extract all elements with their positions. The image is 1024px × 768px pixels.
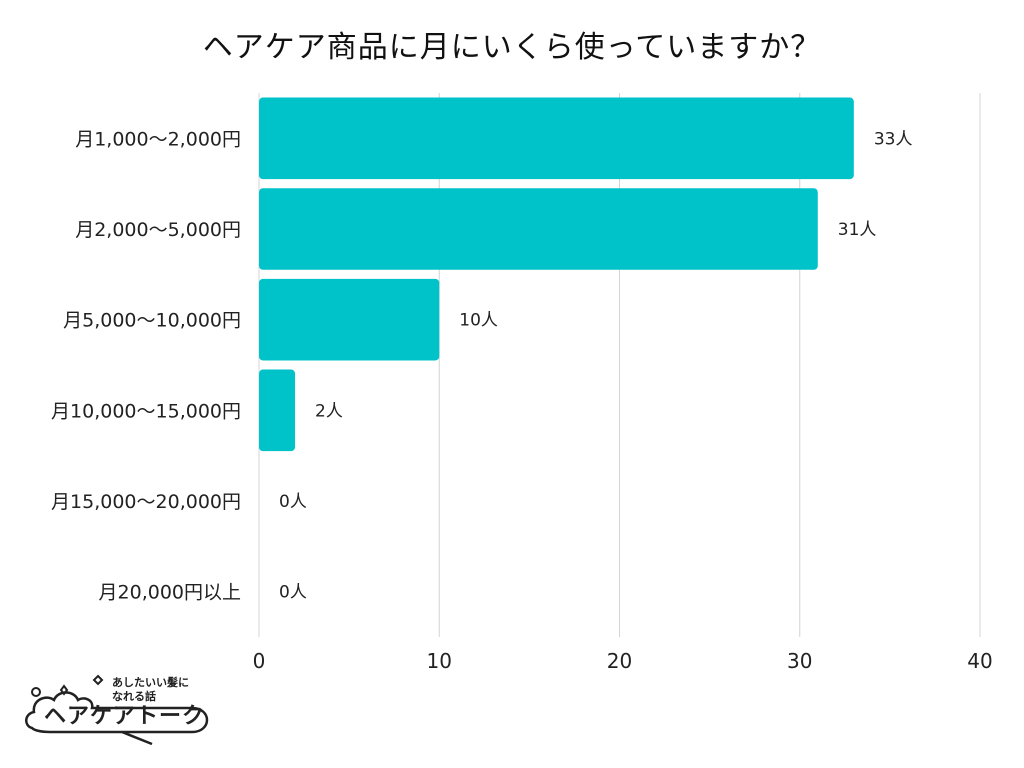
bar: [259, 188, 818, 270]
x-tick-label: 0: [253, 649, 266, 673]
category-label: 月10,000〜15,000円: [51, 400, 241, 422]
sparkle-icon: [59, 684, 69, 696]
logo-tail-line: [121, 730, 153, 746]
value-label: 0人: [279, 583, 307, 603]
bar: [259, 97, 854, 180]
logo-name: ヘアケアトーク: [44, 704, 206, 729]
logo-tagline: あしたいい髪に なれる話: [112, 676, 189, 703]
value-label: 0人: [279, 492, 307, 512]
value-label: 33人: [874, 129, 913, 149]
category-label: 月1,000〜2,000円: [75, 128, 241, 150]
hair-care-talk-logo: [25, 674, 209, 746]
bar: [259, 278, 440, 361]
bar: [259, 369, 296, 452]
logo-bubble-icon: [31, 687, 41, 697]
x-tick-label: 20: [607, 649, 632, 673]
value-label: 10人: [459, 311, 498, 331]
category-label: 月2,000〜5,000円: [75, 219, 241, 241]
sparkle-icon-2: [92, 674, 104, 686]
bars: [259, 97, 854, 452]
x-tick-label: 40: [967, 649, 992, 673]
chart-title: ヘアケア商品に月にいくら使っていますか？: [202, 30, 822, 65]
logo-cloud-outline: [25, 691, 209, 734]
gridlines: [258, 93, 981, 637]
value-label: 2人: [315, 401, 343, 421]
category-label: 月15,000〜20,000円: [51, 491, 241, 513]
value-label: 31人: [838, 220, 877, 240]
x-tick-label: 10: [427, 649, 452, 673]
category-label: 月5,000〜10,000円: [63, 310, 241, 332]
x-tick-label: 30: [787, 649, 812, 673]
category-label: 月20,000円以上: [99, 582, 241, 604]
